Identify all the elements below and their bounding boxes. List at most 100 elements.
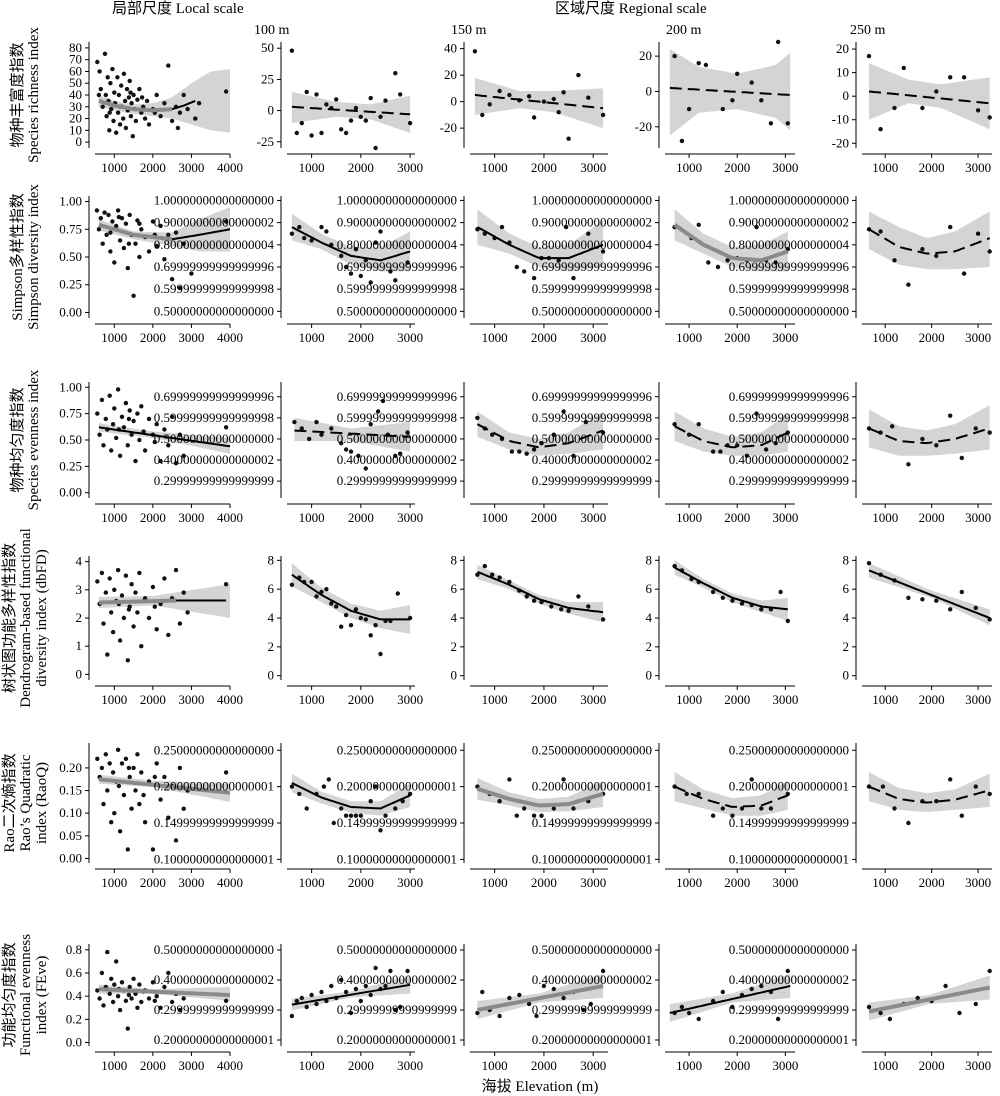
x-tick-label: 2000 [140, 160, 166, 175]
data-point [405, 260, 410, 265]
data-point [146, 996, 152, 1001]
row-label-0-line-0: 物种丰富度指数 [8, 42, 26, 147]
confidence-band [98, 423, 231, 454]
data-point [785, 618, 790, 624]
data-point [146, 122, 152, 127]
row-label-4-line-1: Rao’s Quadratic [18, 754, 34, 851]
fit-line [98, 598, 177, 605]
data-point [107, 128, 112, 133]
data-point [531, 447, 537, 452]
panel-r3-c4: 0 2 4 6 8 1000 2000 3000 [843, 552, 992, 707]
x-tick-label: 2000 [531, 875, 557, 890]
y-tick-label: 0.80000000000000004 [532, 237, 653, 252]
y-tick-label: 0 [646, 668, 653, 683]
y-tick-label: 0.29999999999999999 [337, 1002, 457, 1017]
data-point [108, 230, 113, 235]
data-point [329, 983, 334, 989]
y-tick-label: 0.15 [59, 783, 82, 798]
data-point [101, 801, 106, 807]
data-point [177, 110, 183, 115]
scale-label-150m: 150 m [451, 23, 487, 38]
scale-label-100m: 100 m [254, 23, 290, 38]
data-point [892, 258, 897, 263]
x-tick-label: 3000 [178, 510, 204, 525]
fit-line [868, 427, 990, 445]
panel-r4-c0: 0.00 0.05 0.10 0.15 0.20 1000 2000 3000 4000 [59, 743, 243, 890]
data-point [948, 224, 953, 230]
data-point [785, 968, 790, 974]
data-point [177, 621, 183, 626]
x-tick-label: 3000 [580, 330, 606, 345]
data-point [102, 51, 108, 56]
data-point [115, 994, 121, 999]
y-tick-label: 0 [76, 134, 83, 149]
data-point [531, 813, 537, 818]
data-point [97, 432, 102, 437]
data-point [987, 430, 992, 435]
data-point [128, 114, 134, 119]
data-point [785, 121, 790, 126]
y-tick-label: 0.25 [59, 277, 82, 292]
data-point [107, 991, 112, 996]
y-tick-label: 0.50000000000000000 [729, 303, 849, 318]
data-point [524, 594, 529, 599]
data-point [475, 1010, 480, 1016]
data-point [114, 130, 119, 135]
data-point [123, 400, 129, 406]
fit-line [98, 426, 231, 448]
y-tick-label: 60 [69, 63, 82, 78]
x-tick-label: 3000 [965, 692, 991, 707]
fit-line [868, 985, 991, 1014]
data-point [152, 604, 157, 609]
data-point [405, 968, 410, 974]
y-tick-label: 0.25000000000000000 [532, 742, 652, 757]
data-point [497, 799, 502, 804]
data-point [906, 595, 911, 600]
y-tick-label: 0.10 [59, 805, 82, 820]
y-tick-label: 25 [261, 71, 274, 86]
data-point [115, 747, 121, 752]
data-point [304, 806, 309, 811]
y-tick-label: 0.10000000000000001 [154, 851, 274, 866]
data-point [358, 813, 363, 818]
x-tick-label: 2000 [531, 160, 557, 175]
data-point [517, 449, 522, 454]
data-point [319, 989, 324, 995]
y-tick-label: 6 [268, 581, 275, 596]
data-point [524, 451, 529, 456]
data-point [116, 783, 122, 789]
data-point [388, 968, 393, 974]
data-point [363, 118, 368, 123]
data-point [754, 411, 759, 416]
data-point [906, 282, 911, 287]
x-tick-label: 1000 [299, 875, 325, 890]
y-tick-label: 0.00 [59, 850, 82, 865]
x-tick-label: 2000 [348, 510, 374, 525]
data-point [133, 590, 138, 595]
data-point [763, 447, 769, 452]
x-tick-label: 1000 [872, 330, 898, 345]
fit-line [291, 226, 411, 262]
confidence-band [291, 976, 411, 1011]
data-point [343, 612, 349, 618]
data-point [112, 406, 117, 411]
data-point [309, 992, 314, 998]
x-tick-label: 1000 [101, 160, 127, 175]
data-point [892, 806, 897, 811]
confidence-band [291, 773, 411, 816]
y-tick-label: 4 [451, 610, 458, 625]
y-tick-label: 30 [69, 99, 82, 114]
y-tick-label: 0.20000000000000001 [532, 779, 652, 794]
data-point [329, 601, 334, 606]
data-point [556, 110, 561, 115]
data-point [137, 221, 142, 226]
data-point [358, 114, 363, 120]
panel-r0-c2: -20 0 20 40 1000 2000 3000 [440, 41, 608, 175]
y-tick-label: 1 [76, 638, 83, 653]
y-tick-label: 0.29999999999999999 [154, 473, 274, 488]
data-point [522, 806, 527, 811]
data-point [987, 115, 992, 120]
data-point [223, 770, 229, 775]
data-point [398, 92, 403, 97]
